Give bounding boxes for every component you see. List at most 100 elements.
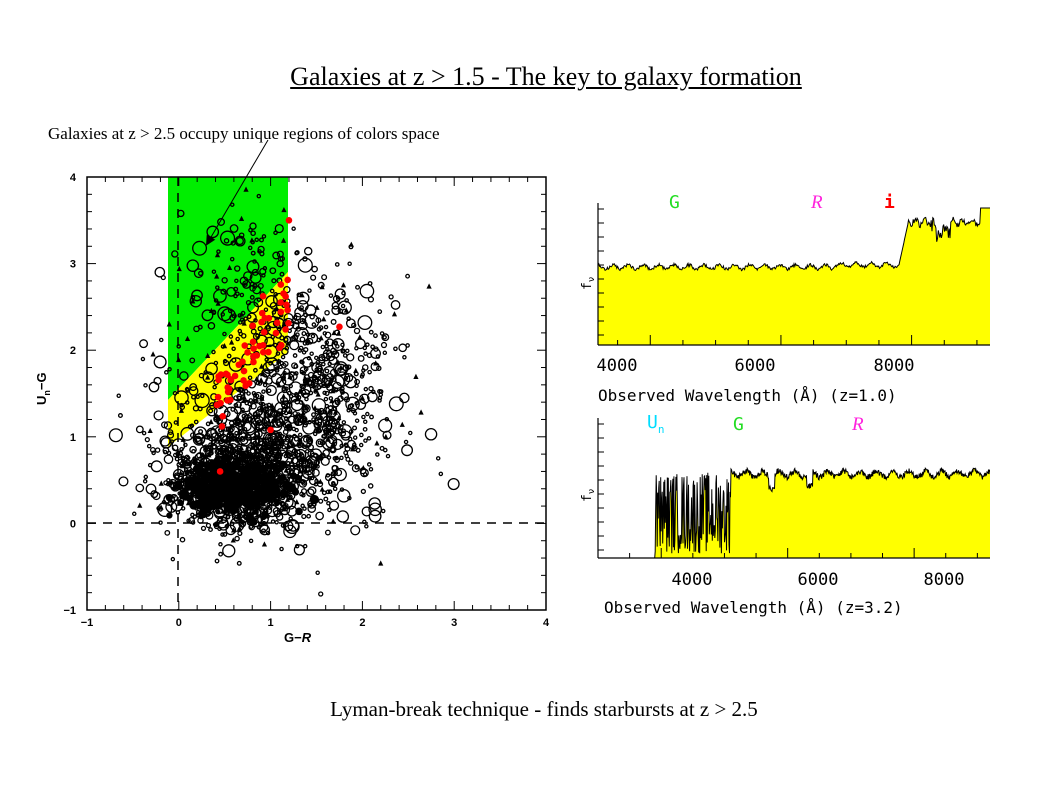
data-point-dense (309, 494, 319, 505)
data-point-triangle (283, 467, 289, 473)
data-point (343, 375, 349, 381)
data-point (268, 447, 274, 452)
data-point (302, 377, 313, 387)
data-point (352, 442, 357, 448)
data-point (307, 470, 312, 476)
data-point (301, 481, 306, 486)
highlighted-point (216, 468, 224, 475)
data-point (235, 236, 244, 246)
highlighted-point (224, 371, 231, 379)
data-point-triangle (166, 321, 172, 327)
data-point (203, 444, 210, 451)
data-point (174, 390, 189, 405)
data-point (205, 362, 218, 376)
data-point-triangle (297, 467, 303, 473)
data-point (350, 525, 361, 536)
data-point (363, 438, 368, 443)
data-point (288, 435, 294, 441)
data-point-triangle (227, 264, 233, 271)
data-point-dense (268, 495, 275, 501)
data-point (346, 316, 352, 322)
data-point (174, 456, 180, 462)
data-point (220, 288, 227, 295)
data-point-triangle (226, 429, 232, 436)
data-point (261, 416, 271, 426)
data-point (216, 249, 221, 254)
data-point (255, 443, 264, 452)
data-point-triangle (224, 436, 230, 442)
data-point-dense (245, 515, 251, 521)
data-point (341, 348, 346, 354)
data-point (368, 329, 374, 335)
highlighted-point (219, 412, 227, 420)
data-point-dense (270, 463, 278, 471)
highlighted-point (244, 349, 251, 356)
data-point (358, 442, 364, 448)
data-point (235, 336, 240, 342)
data-point (279, 255, 285, 262)
data-point (354, 465, 360, 470)
data-point (357, 355, 365, 362)
data-point-dense (260, 514, 267, 521)
data-point (366, 352, 373, 359)
data-point (222, 531, 228, 537)
data-point (306, 355, 312, 361)
data-point-dense (242, 496, 252, 507)
data-point-dense (221, 479, 227, 486)
data-point (261, 389, 266, 394)
data-point (239, 436, 249, 445)
data-point (116, 393, 121, 398)
data-point (336, 510, 350, 523)
data-point (351, 464, 360, 473)
bottom-tick-label: 8000 (924, 570, 965, 590)
data-point (246, 446, 252, 452)
data-point-triangle (228, 339, 235, 345)
data-point (344, 445, 351, 452)
data-point (198, 270, 204, 276)
data-point (367, 369, 372, 375)
data-point-triangle (270, 422, 277, 428)
data-point (249, 222, 257, 230)
data-point (215, 509, 221, 515)
data-point (225, 514, 231, 520)
data-point (226, 287, 237, 297)
data-point (249, 294, 255, 300)
data-point (311, 468, 320, 477)
data-point-triangle (426, 283, 432, 289)
data-point (402, 354, 407, 360)
bottom-filter-label-G: G (733, 414, 744, 435)
data-point (327, 489, 333, 494)
data-point (311, 265, 318, 273)
data-point (347, 403, 354, 410)
data-point (223, 426, 230, 432)
data-point (299, 415, 308, 424)
data-point (239, 276, 249, 286)
data-point (403, 439, 409, 445)
data-point (206, 450, 211, 455)
data-point (235, 401, 242, 409)
data-point (380, 508, 386, 514)
data-point (198, 372, 205, 379)
data-point (159, 337, 164, 343)
data-point (297, 257, 313, 273)
data-point-dense (286, 481, 292, 487)
data-point (282, 429, 289, 435)
data-point-triangle (158, 480, 164, 486)
data-point (166, 431, 175, 439)
data-point (347, 436, 353, 442)
data-point-dense (266, 476, 276, 486)
data-point (303, 420, 309, 426)
data-point (333, 341, 338, 346)
data-point (307, 486, 317, 496)
data-point (160, 437, 172, 449)
data-point-dense (295, 507, 303, 516)
data-point (362, 419, 368, 425)
data-point (375, 452, 380, 457)
data-point (265, 384, 277, 397)
data-point (222, 544, 236, 558)
data-point (321, 490, 327, 496)
data-point-dense (226, 473, 234, 480)
data-point (371, 389, 376, 395)
data-point (355, 284, 361, 290)
data-point-triangle (322, 380, 328, 387)
